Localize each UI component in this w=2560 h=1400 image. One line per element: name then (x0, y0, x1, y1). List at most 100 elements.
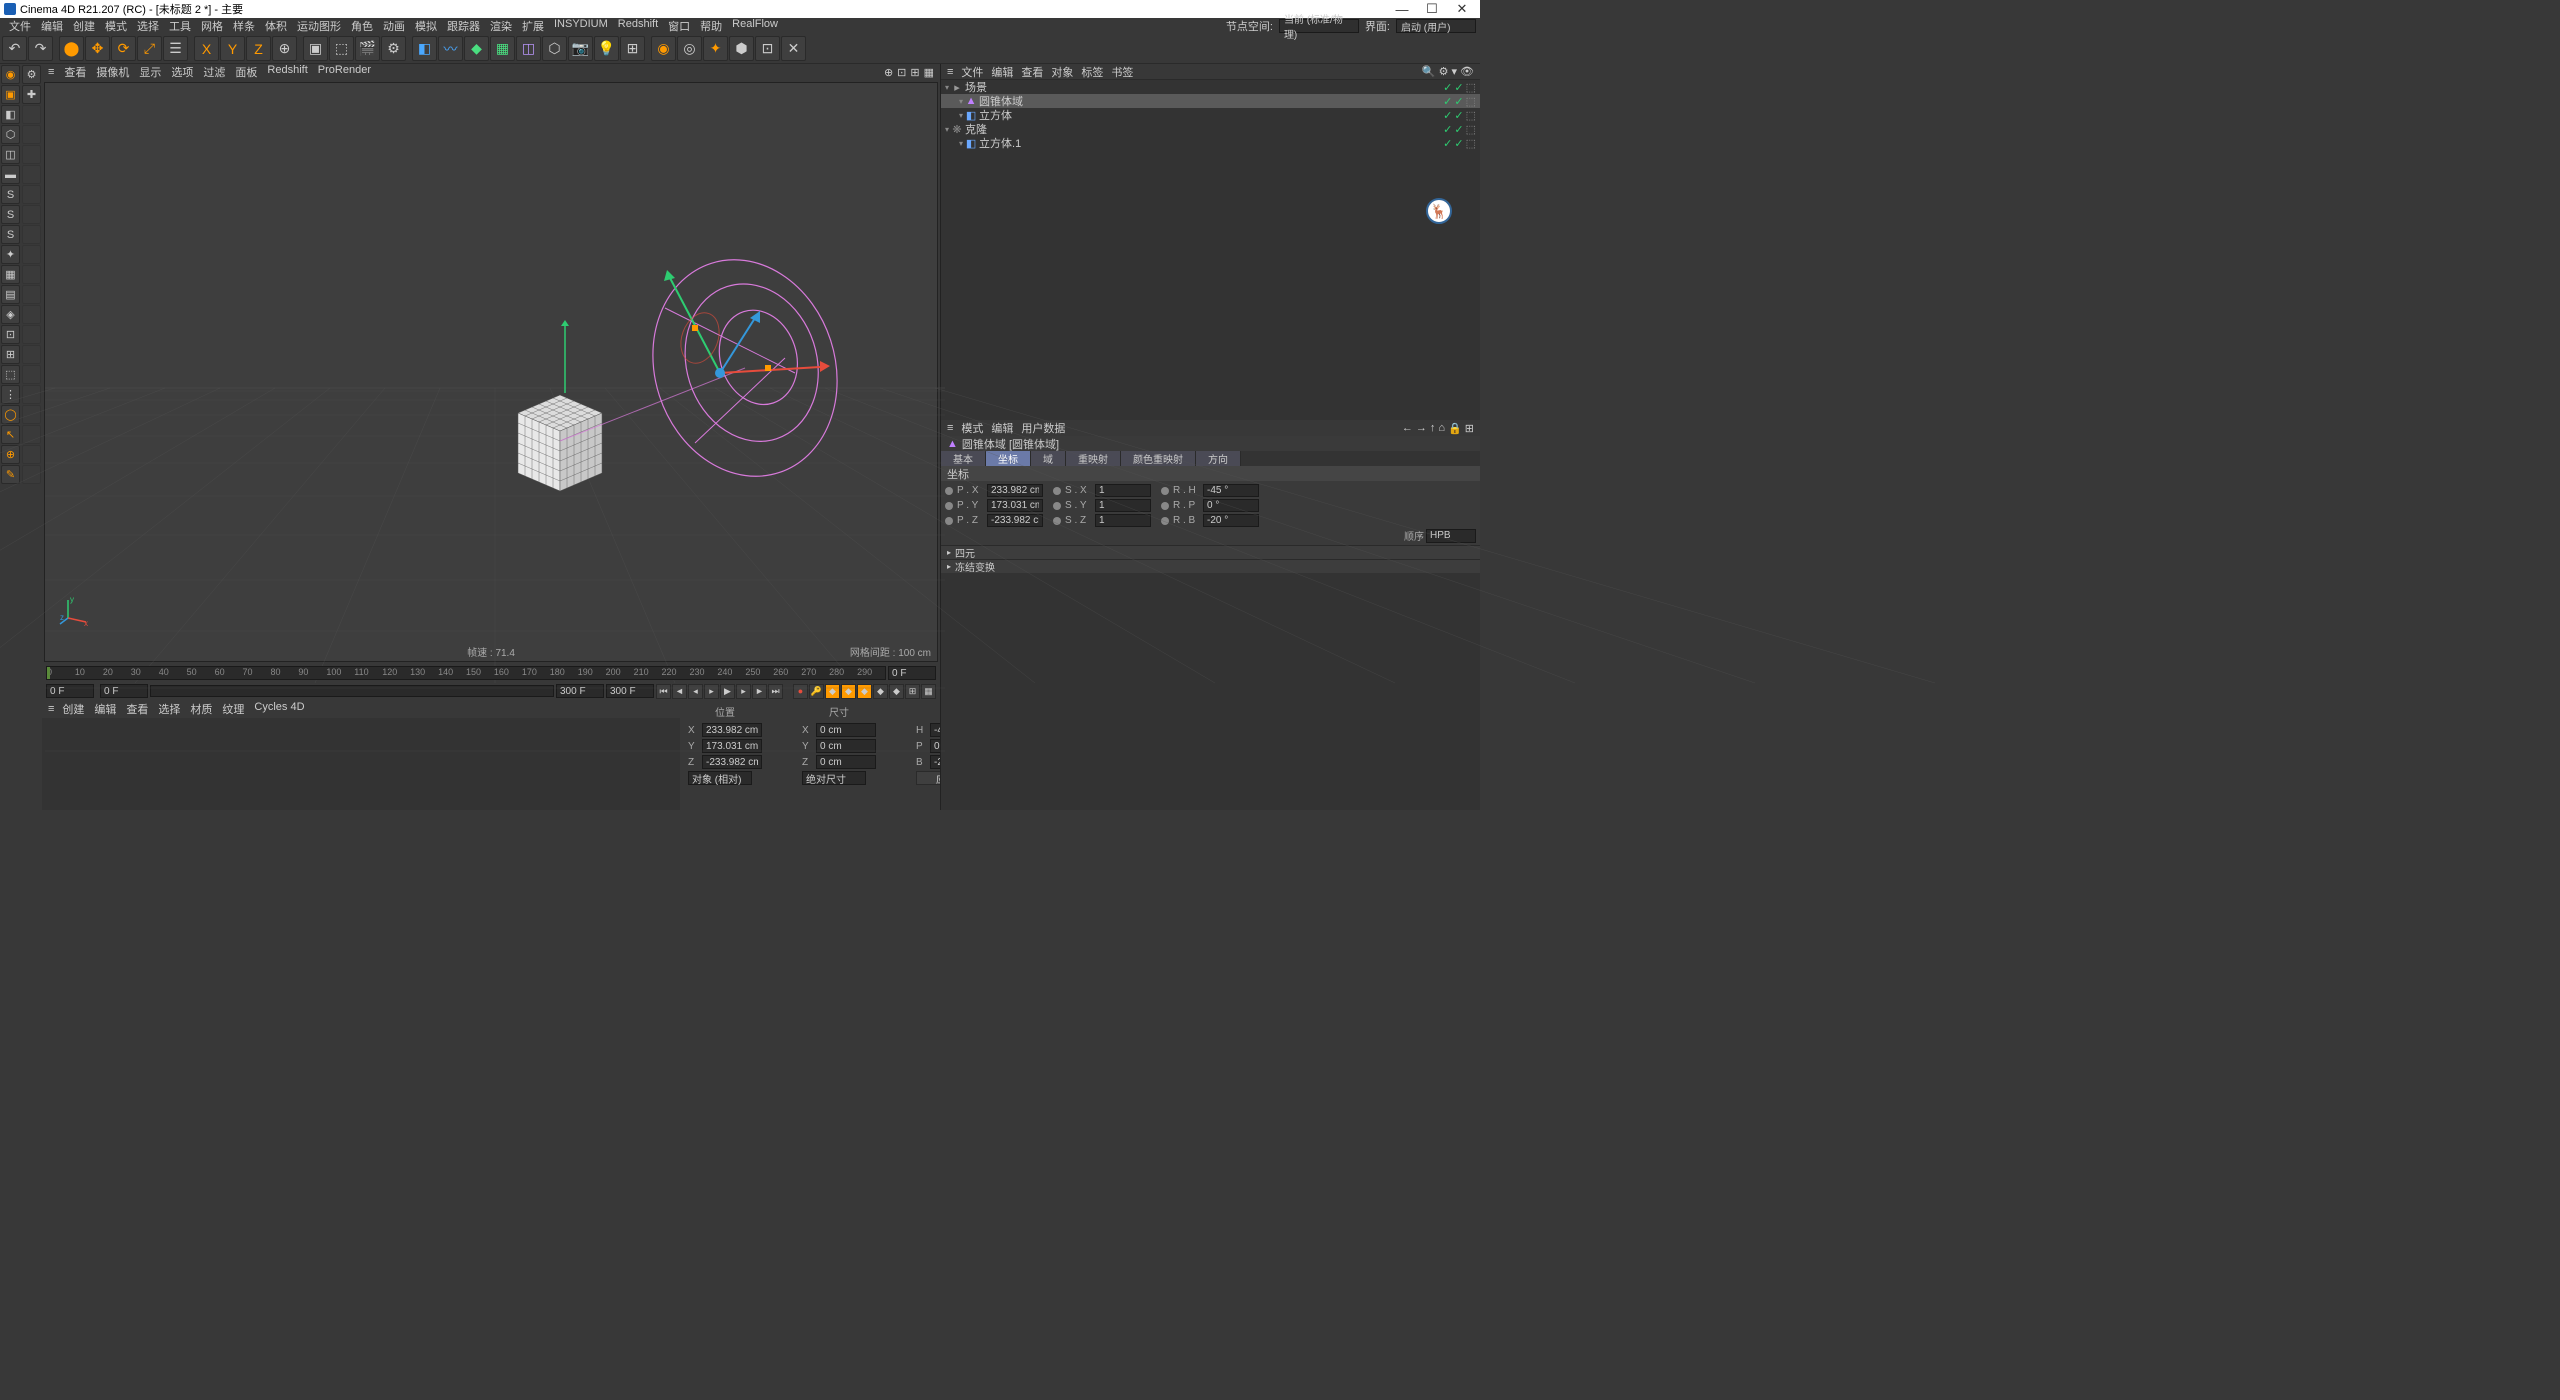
left-tool-b-8[interactable] (22, 225, 41, 244)
pos-z-input[interactable] (702, 755, 762, 769)
left-tool-a-5[interactable]: ▬ (1, 165, 20, 184)
left-tool-a-11[interactable]: ▤ (1, 285, 20, 304)
next-key-button[interactable]: ► (752, 684, 767, 699)
left-tool-a-6[interactable]: S (1, 185, 20, 204)
left-tool-a-17[interactable]: ◯ (1, 405, 20, 424)
viewport[interactable]: 透视视图 默认摄像机 ⚙ Number of emitters: 0 Total… (44, 82, 938, 662)
left-tool-a-3[interactable]: ⬡ (1, 125, 20, 144)
object-tree[interactable]: ▾▸场景✓✓⬚▾▲圆锥体域✓✓⬚▾◧立方体✓✓⬚▾❋克隆✓✓⬚▾◧立方体.1✓✓… (941, 80, 1480, 420)
menu-运动图形[interactable]: 运动图形 (292, 18, 346, 34)
close-button[interactable]: ✕ (1456, 3, 1468, 15)
tree-item-立方体[interactable]: ▾◧立方体✓✓⬚ (941, 108, 1480, 122)
key-rot-button[interactable]: ◆ (857, 684, 872, 699)
obj-mode-dropdown[interactable]: 对象 (相对) (688, 771, 752, 785)
undo-button[interactable]: ↶ (2, 36, 27, 61)
materials-area[interactable] (42, 718, 680, 810)
menu-工具[interactable]: 工具 (164, 18, 196, 34)
start-range-input[interactable] (100, 684, 148, 698)
add-light-button[interactable]: 💡 (594, 36, 619, 61)
attr-menu-用户数据[interactable]: 用户数据 (1021, 420, 1065, 436)
menu-渲染[interactable]: 渲染 (485, 18, 517, 34)
tree-item-克隆[interactable]: ▾❋克隆✓✓⬚ (941, 122, 1480, 136)
attr-menu-编辑[interactable]: 编辑 (991, 420, 1013, 436)
left-tool-b-18[interactable] (22, 425, 41, 444)
mat-menu-选择[interactable]: 选择 (158, 701, 180, 717)
tree-item-场景[interactable]: ▾▸场景✓✓⬚ (941, 80, 1480, 94)
left-tool-b-19[interactable] (22, 445, 41, 464)
tree-item-立方体.1[interactable]: ▾◧立方体.1✓✓⬚ (941, 136, 1480, 150)
left-tool-a-13[interactable]: ⊡ (1, 325, 20, 344)
menu-动画[interactable]: 动画 (378, 18, 410, 34)
menu-编辑[interactable]: 编辑 (36, 18, 68, 34)
obj-search-icon[interactable]: 🔍 (1422, 65, 1436, 78)
end-range-input[interactable] (556, 684, 604, 698)
play-button[interactable]: ▶ (720, 684, 735, 699)
key-scale-button[interactable]: ◆ (841, 684, 856, 699)
vp-menu-摄像机[interactable]: 摄像机 (96, 64, 129, 80)
layout-dropdown[interactable]: 启动 (用户) (1396, 19, 1476, 33)
vp-icon-4[interactable]: ▦ (924, 66, 934, 79)
xp6-button[interactable]: ✕ (781, 36, 806, 61)
left-tool-a-18[interactable]: ↖ (1, 425, 20, 444)
menu-选择[interactable]: 选择 (132, 18, 164, 34)
left-tool-b-12[interactable] (22, 305, 41, 324)
tl-opt2-button[interactable]: ▦ (921, 684, 936, 699)
add-spline-button[interactable]: 〰 (438, 36, 463, 61)
vp-menu-ProRender[interactable]: ProRender (318, 64, 371, 80)
vp-icon-1[interactable]: ⊕ (884, 66, 893, 79)
menu-创建[interactable]: 创建 (68, 18, 100, 34)
attr-py-input[interactable] (987, 499, 1043, 512)
menu-Redshift[interactable]: Redshift (613, 18, 663, 34)
left-tool-b-9[interactable] (22, 245, 41, 264)
left-tool-b-20[interactable] (22, 465, 41, 484)
attr-pz-input[interactable] (987, 514, 1043, 527)
menu-INSYDIUM[interactable]: INSYDIUM (549, 18, 613, 34)
left-tool-b-7[interactable] (22, 205, 41, 224)
add-cube-button[interactable]: ◧ (412, 36, 437, 61)
mat-menu-查看[interactable]: 查看 (126, 701, 148, 717)
attr-lock-icon[interactable]: 🔒 (1448, 422, 1462, 435)
quaternion-section[interactable]: ▸四元 (941, 545, 1480, 559)
mat-menu-Cycles 4D[interactable]: Cycles 4D (254, 701, 304, 717)
menu-网格[interactable]: 网格 (196, 18, 228, 34)
attr-up-icon[interactable]: ↑ (1430, 422, 1436, 435)
left-tool-a-2[interactable]: ◧ (1, 105, 20, 124)
left-tool-a-0[interactable]: ◉ (1, 65, 20, 84)
menu-文件[interactable]: 文件 (4, 18, 36, 34)
end-frame-input-1[interactable] (888, 666, 936, 680)
current-frame-input[interactable] (46, 684, 94, 698)
live-select-button[interactable]: ⬤ (59, 36, 84, 61)
attr-home-icon[interactable]: ⌂ (1438, 422, 1445, 435)
vp-menu-选项[interactable]: 选项 (171, 64, 193, 80)
left-tool-b-6[interactable] (22, 185, 41, 204)
menu-模拟[interactable]: 模拟 (410, 18, 442, 34)
attr-menu-模式[interactable]: 模式 (961, 420, 983, 436)
mat-menu-材质[interactable]: 材质 (190, 701, 212, 717)
next-frame-button[interactable]: ▸ (736, 684, 751, 699)
left-tool-b-4[interactable] (22, 145, 41, 164)
xpresso-button[interactable]: ⊞ (620, 36, 645, 61)
add-generator-button[interactable]: ◆ (464, 36, 489, 61)
attr-sx-input[interactable] (1095, 484, 1151, 497)
redo-button[interactable]: ↷ (28, 36, 53, 61)
mat-menu-创建[interactable]: 创建 (62, 701, 84, 717)
attr-tab-基本[interactable]: 基本 (941, 451, 986, 466)
menu-扩展[interactable]: 扩展 (517, 18, 549, 34)
attr-rh-input[interactable] (1203, 484, 1259, 497)
freeze-section[interactable]: ▸冻结变换 (941, 559, 1480, 573)
render-settings-button[interactable]: ⚙ (381, 36, 406, 61)
left-tool-a-8[interactable]: S (1, 225, 20, 244)
obj-menu-标签[interactable]: 标签 (1081, 64, 1103, 80)
left-tool-b-11[interactable] (22, 285, 41, 304)
xp2-button[interactable]: ◎ (677, 36, 702, 61)
mat-menu-编辑[interactable]: 编辑 (94, 701, 116, 717)
obj-menu-文件[interactable]: 文件 (961, 64, 983, 80)
left-tool-b-5[interactable] (22, 165, 41, 184)
key-param-button[interactable]: ◆ (873, 684, 888, 699)
obj-menu-对象[interactable]: 对象 (1051, 64, 1073, 80)
attr-tab-颜色重映射[interactable]: 颜色重映射 (1121, 451, 1196, 466)
render-view-button[interactable]: ▣ (303, 36, 328, 61)
obj-menu-编辑[interactable]: 编辑 (991, 64, 1013, 80)
end-frame-input-2[interactable] (606, 684, 654, 698)
goto-end-button[interactable]: ⏭ (768, 684, 783, 699)
